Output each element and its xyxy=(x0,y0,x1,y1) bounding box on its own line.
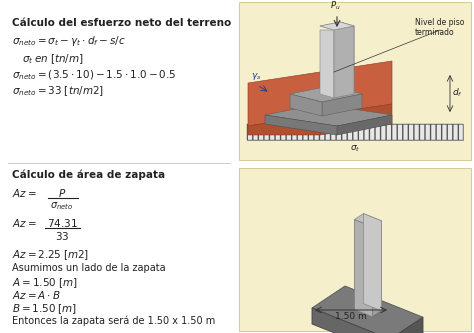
Text: Cálculo de área de zapata: Cálculo de área de zapata xyxy=(12,170,165,180)
Polygon shape xyxy=(334,26,354,98)
Text: $\sigma_{neto} = (3.5 \cdot 10) - 1.5 \cdot 1.0 - 0.5$: $\sigma_{neto} = (3.5 \cdot 10) - 1.5 \c… xyxy=(12,68,177,82)
Polygon shape xyxy=(337,115,392,135)
Text: $P_u$: $P_u$ xyxy=(330,0,340,12)
Polygon shape xyxy=(265,104,392,126)
Polygon shape xyxy=(364,213,382,311)
Text: 1.50 m: 1.50 m xyxy=(335,312,367,321)
Polygon shape xyxy=(355,213,382,227)
Text: $Az = $: $Az = $ xyxy=(12,187,36,199)
Polygon shape xyxy=(265,115,337,135)
Text: Nivel de piso
terminado: Nivel de piso terminado xyxy=(415,18,465,37)
Text: $\gamma_s$: $\gamma_s$ xyxy=(251,71,262,82)
Text: $Az = 2.25 \; [m2]$: $Az = 2.25 \; [m2]$ xyxy=(12,248,89,262)
Text: $\sigma_{neto} = 33 \; [tn/m2]$: $\sigma_{neto} = 33 \; [tn/m2]$ xyxy=(12,84,104,98)
Text: $d_f$: $d_f$ xyxy=(452,87,463,99)
Bar xyxy=(247,124,463,140)
Polygon shape xyxy=(320,22,354,30)
Text: $\sigma_t$: $\sigma_t$ xyxy=(350,143,360,154)
Text: $\sigma_{neto}$: $\sigma_{neto}$ xyxy=(50,200,73,212)
Polygon shape xyxy=(312,308,390,333)
Polygon shape xyxy=(290,94,322,116)
Text: $Az = A \cdot B$: $Az = A \cdot B$ xyxy=(12,289,61,301)
Text: $33$: $33$ xyxy=(55,230,69,242)
Text: $\sigma_t \; en \; [tn/m]$: $\sigma_t \; en \; [tn/m]$ xyxy=(22,52,84,66)
Polygon shape xyxy=(320,61,392,115)
Text: Entonces la zapata será de 1.50 x 1.50 m: Entonces la zapata será de 1.50 x 1.50 m xyxy=(12,315,215,325)
Polygon shape xyxy=(355,219,373,317)
Text: $Az = $: $Az = $ xyxy=(12,217,36,229)
Text: $A = 1.50 \; [m]$: $A = 1.50 \; [m]$ xyxy=(12,276,78,290)
Polygon shape xyxy=(390,317,423,333)
Polygon shape xyxy=(320,30,334,98)
Polygon shape xyxy=(320,22,354,30)
Polygon shape xyxy=(340,22,354,94)
Text: Cálculo del esfuerzo neto del terreno: Cálculo del esfuerzo neto del terreno xyxy=(12,18,231,28)
Polygon shape xyxy=(373,221,382,317)
Text: $B = 1.50 \; [m]$: $B = 1.50 \; [m]$ xyxy=(12,302,77,316)
Polygon shape xyxy=(312,286,423,333)
Bar xyxy=(239,168,471,331)
Polygon shape xyxy=(320,104,392,135)
Bar xyxy=(239,2,471,160)
Text: $74.31$: $74.31$ xyxy=(46,217,77,229)
Text: Asumimos un lado de la zapata: Asumimos un lado de la zapata xyxy=(12,263,165,273)
Polygon shape xyxy=(248,72,320,126)
Bar xyxy=(247,124,463,140)
Text: $\sigma_{neto} = \sigma_t - \gamma_t \cdot d_f - s/c$: $\sigma_{neto} = \sigma_t - \gamma_t \cd… xyxy=(12,34,126,48)
Polygon shape xyxy=(322,94,362,116)
Polygon shape xyxy=(248,115,320,135)
Polygon shape xyxy=(290,86,362,102)
Text: $P$: $P$ xyxy=(58,187,66,199)
